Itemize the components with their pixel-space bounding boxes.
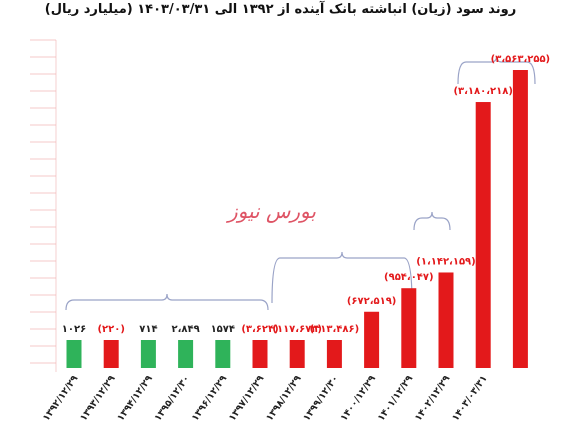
x-tick-label: ۱۴۰۱/۱۲/۲۹ [376,373,416,423]
bar [326,340,342,368]
x-tick-label: ۱۳۹۷/۱۲/۲۹ [227,373,267,423]
x-tick-label: ۱۴۰۳/۰۳/۳۱ [450,373,490,423]
bar [289,340,305,368]
bracket-group [65,55,536,311]
bar [140,340,156,368]
x-tick-label: ۱۳۹۳/۱۲/۲۹ [78,373,118,423]
x-tick-label: ۱۴۰۲/۱۲/۲۹ [413,373,453,423]
data-label: ۷۱۴ [139,324,157,335]
data-label: (۳،۶۲۴) [241,324,278,335]
x-tick-label: ۱۳۹۲/۱۲/۲۹ [41,373,81,423]
x-tick-label: ۱۳۹۵/۱۲/۳۰ [152,373,192,423]
x-tick-label: ۱۳۹۴/۱۲/۲۹ [115,373,155,423]
data-label: (۹۵۴،۰۴۷) [384,272,434,283]
x-tick-group: ۱۳۹۲/۱۲/۲۹۱۳۹۳/۱۲/۲۹۱۳۹۴/۱۲/۲۹۱۳۹۵/۱۲/۳۰… [41,373,490,423]
group-bracket [457,55,536,85]
data-label: (۲۲۰) [97,324,124,335]
x-tick-label: ۱۳۹۹/۱۲/۳۰ [301,373,341,423]
group-bracket [65,293,269,311]
chart-title: روند سود (زیان) انباشته بانک آینده از ۱۳… [44,2,517,17]
data-label: (۶۷۲،۵۱۹) [347,296,397,307]
data-label: (۱،۱۴۲،۱۵۹) [416,256,475,267]
data-label-group: ۱۰۲۶ (۲۲۰) ۷۱۴ ۲،۸۴۹ ۱۵۷۴ (۳،۶۲۴)(۱۱۷،۶۷۳)(۳۱… [62,54,550,335]
bar [512,70,528,368]
bar-group [66,70,528,368]
x-tick-label: ۱۴۰۰/۱۲/۲۹ [338,373,378,423]
data-label: ۲،۸۴۹ [171,324,199,335]
bar [475,102,491,368]
data-label: ۱۵۷۴ [211,324,235,335]
watermark-text: بورس نیوز [225,199,316,223]
data-label: (۳۱۳،۴۸۶) [310,324,360,335]
bar [252,340,268,368]
bar [103,340,119,368]
data-label: ۱۰۲۶ [62,324,86,335]
data-label: (۳،۵۶۳،۲۵۵) [491,54,550,65]
bar [438,272,454,368]
group-bracket [413,211,451,231]
group-bracket [271,251,413,304]
bar [66,340,82,368]
data-label: (۳،۱۸۰،۲۱۸) [453,86,512,97]
bar [215,340,231,368]
data-label: (۱۱۷،۶۷۳) [272,324,322,335]
x-tick-label: ۱۳۹۸/۱۲/۲۹ [264,373,304,423]
y-axis [30,39,57,372]
x-tick-label: ۱۳۹۶/۱۲/۲۹ [190,373,230,423]
bar [401,288,417,368]
bar [178,340,194,368]
bar [364,311,380,368]
